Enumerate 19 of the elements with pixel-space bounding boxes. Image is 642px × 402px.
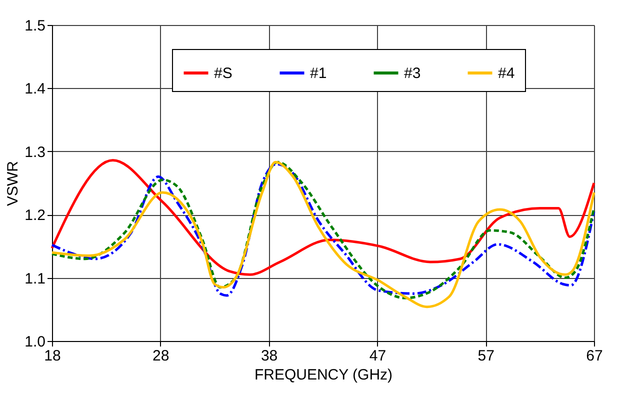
legend-label: #S bbox=[214, 65, 232, 82]
y-tick-label: 1.3 bbox=[24, 144, 46, 161]
y-tick-label: 1.0 bbox=[24, 334, 46, 350]
legend-label: #1 bbox=[310, 65, 327, 82]
x-tick-label: 67 bbox=[586, 348, 603, 364]
x-tick-label: 57 bbox=[478, 348, 494, 364]
y-tick-label: 1.4 bbox=[24, 80, 46, 98]
x-tick-label: 28 bbox=[152, 348, 170, 364]
legend-label: #3 bbox=[404, 65, 421, 82]
legend-label: #4 bbox=[498, 65, 515, 82]
y-axis-title: VSWR bbox=[4, 160, 22, 206]
x-tick-label: 18 bbox=[44, 348, 61, 364]
y-tick-label: 1.2 bbox=[24, 207, 46, 224]
x-axis-title: FREQUENCY (GHz) bbox=[254, 366, 393, 384]
x-tick-label: 38 bbox=[260, 348, 278, 364]
y-tick-label: 1.1 bbox=[24, 270, 46, 288]
y-tick-label: 1.5 bbox=[24, 18, 46, 34]
line-series bbox=[50, 159, 596, 276]
x-tick-label: 47 bbox=[369, 348, 386, 364]
